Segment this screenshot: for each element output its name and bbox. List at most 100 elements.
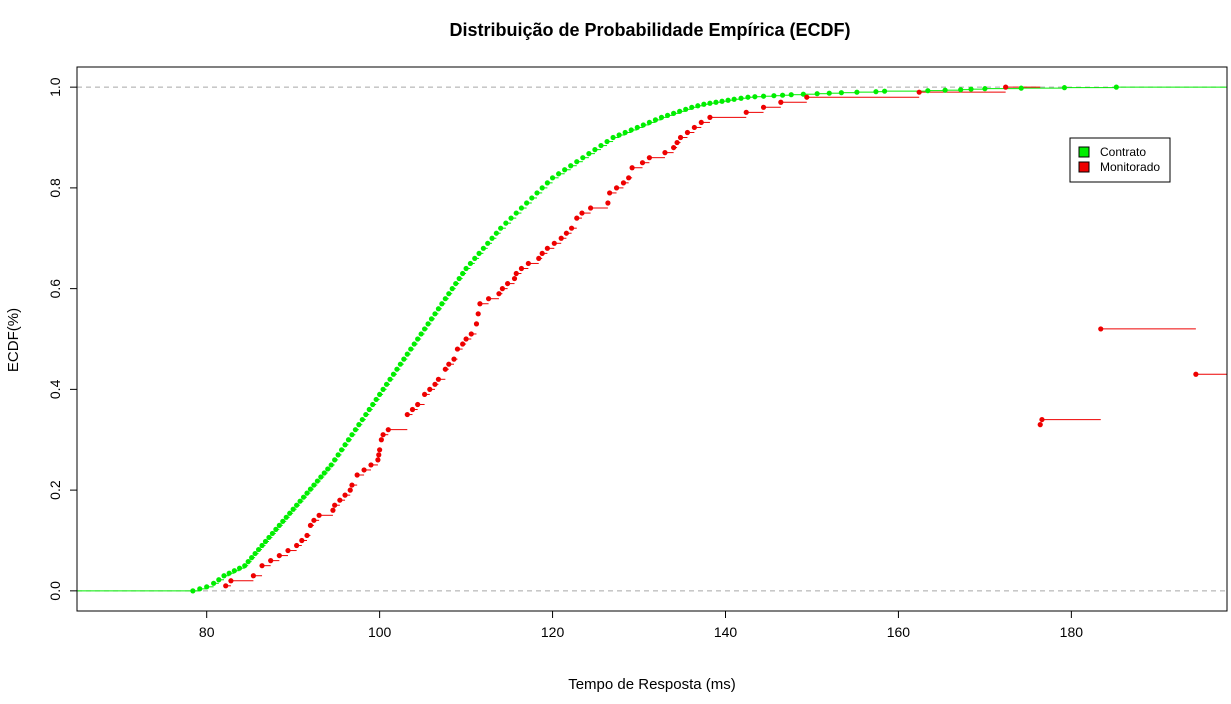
- point-monitorado: [361, 467, 367, 473]
- point-monitorado: [276, 552, 282, 559]
- point-monitorado: [1193, 371, 1199, 377]
- point-contrato: [311, 482, 317, 488]
- point-contrato: [771, 93, 777, 99]
- point-contrato: [307, 486, 314, 492]
- point-contrato: [719, 98, 725, 104]
- series-step-lines: [77, 86, 1227, 592]
- point-contrato: [432, 311, 438, 317]
- point-monitorado: [551, 240, 557, 246]
- point-contrato: [485, 240, 491, 246]
- point-contrato: [252, 550, 258, 557]
- point-monitorado: [463, 336, 469, 342]
- point-contrato: [881, 88, 888, 94]
- point-monitorado: [446, 361, 452, 367]
- point-contrato: [273, 526, 279, 533]
- x-tick-label: 160: [887, 624, 911, 640]
- legend-swatch-contrato: [1078, 146, 1090, 158]
- point-monitorado: [299, 537, 305, 544]
- x-tick-label: 120: [541, 624, 565, 640]
- point-contrato: [524, 200, 530, 206]
- point-monitorado: [228, 578, 234, 584]
- point-contrato: [472, 255, 478, 262]
- point-contrato: [658, 114, 665, 120]
- x-tick-label: 100: [368, 624, 392, 640]
- point-monitorado: [536, 255, 542, 262]
- point-contrato: [556, 171, 562, 177]
- series-points: [190, 84, 1199, 594]
- point-contrato: [236, 565, 243, 571]
- point-monitorado: [415, 401, 421, 408]
- point-contrato: [415, 336, 421, 342]
- point-contrato: [592, 147, 598, 153]
- point-contrato: [610, 134, 616, 141]
- point-monitorado: [409, 406, 416, 413]
- point-monitorado: [354, 472, 360, 478]
- point-contrato: [942, 87, 948, 93]
- point-contrato: [677, 108, 683, 114]
- point-contrato: [968, 86, 974, 92]
- point-monitorado: [268, 558, 274, 564]
- point-monitorado: [377, 447, 383, 453]
- point-monitorado: [620, 180, 627, 186]
- point-contrato: [356, 422, 362, 428]
- point-contrato: [276, 522, 282, 528]
- point-contrato: [628, 127, 634, 133]
- point-monitorado: [544, 245, 550, 251]
- legend-label-contrato: Contrato: [1100, 145, 1146, 159]
- point-monitorado: [427, 386, 433, 392]
- point-contrato: [683, 106, 689, 112]
- point-contrato: [328, 462, 334, 468]
- point-contrato: [345, 437, 352, 443]
- point-monitorado: [368, 462, 374, 468]
- point-contrato: [640, 122, 646, 128]
- plot-frame: [76, 66, 1228, 612]
- x-tick-label: 180: [1060, 624, 1084, 640]
- point-monitorado: [568, 225, 575, 231]
- point-contrato: [439, 301, 445, 307]
- point-contrato: [562, 167, 568, 173]
- point-monitorado: [558, 235, 564, 241]
- point-contrato: [1113, 84, 1119, 90]
- point-monitorado: [626, 175, 632, 181]
- point-contrato: [456, 275, 462, 282]
- point-monitorado: [513, 270, 519, 277]
- point-contrato: [814, 91, 820, 97]
- point-contrato: [242, 563, 248, 569]
- point-contrato: [958, 87, 964, 93]
- point-contrato: [325, 466, 331, 472]
- point-monitorado: [743, 109, 749, 115]
- point-contrato: [925, 88, 931, 94]
- point-monitorado: [505, 280, 511, 287]
- point-contrato: [598, 142, 604, 149]
- point-monitorado: [454, 346, 461, 352]
- point-contrato: [211, 580, 217, 586]
- point-monitorado: [1003, 84, 1009, 90]
- point-contrato: [377, 391, 383, 398]
- point-monitorado: [588, 205, 594, 211]
- point-contrato: [713, 99, 719, 105]
- point-contrato: [255, 546, 262, 553]
- point-monitorado: [432, 381, 438, 387]
- point-contrato: [539, 185, 545, 191]
- point-monitorado: [378, 437, 384, 443]
- point-contrato: [873, 89, 879, 95]
- point-contrato: [489, 235, 495, 241]
- point-contrato: [745, 94, 751, 100]
- point-contrato: [404, 351, 410, 357]
- point-monitorado: [804, 94, 810, 100]
- point-contrato: [695, 103, 701, 109]
- point-contrato: [249, 555, 255, 561]
- point-contrato: [800, 91, 806, 97]
- point-monitorado: [613, 185, 620, 191]
- point-contrato: [231, 568, 237, 574]
- point-monitorado: [574, 215, 580, 221]
- point-contrato: [221, 573, 227, 579]
- point-contrato: [671, 110, 677, 116]
- point-contrato: [216, 577, 222, 583]
- y-axis: 0.0 0.2 0.4 0.6 0.8 1.0: [47, 77, 77, 601]
- point-contrato: [297, 498, 303, 504]
- point-contrato: [826, 90, 832, 96]
- point-contrato: [269, 530, 276, 537]
- point-monitorado: [332, 502, 338, 508]
- point-contrato: [982, 86, 988, 92]
